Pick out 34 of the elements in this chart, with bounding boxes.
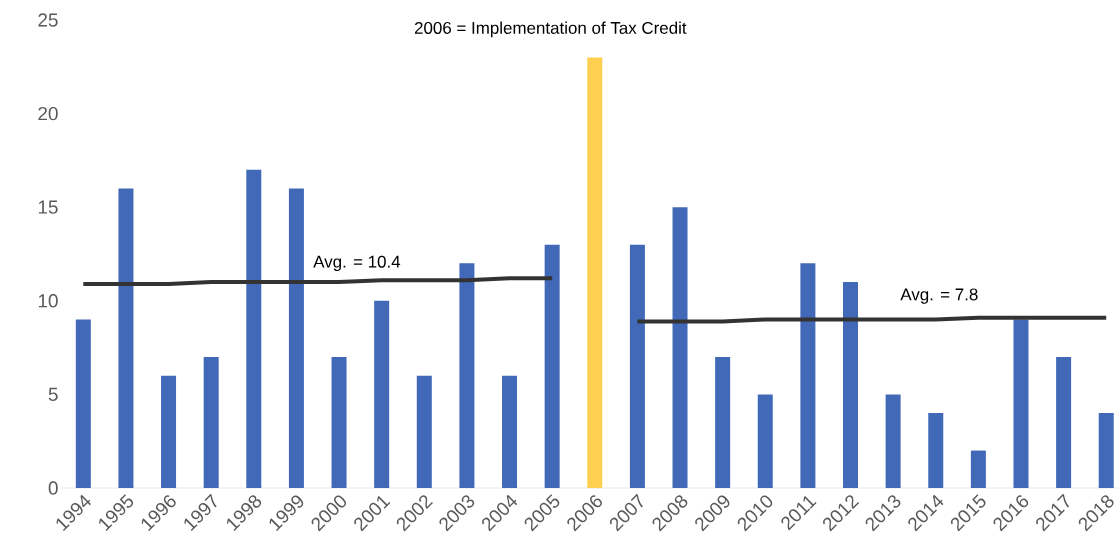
y-tick-label: 15: [38, 200, 58, 214]
annotation: Avg. = 10.4: [313, 255, 401, 272]
bar: [246, 169, 262, 488]
bar: [757, 394, 773, 488]
annotation: Avg. = 7.8: [900, 288, 978, 304]
bar: [374, 300, 390, 488]
bar: [544, 244, 560, 488]
bar: [1013, 319, 1029, 488]
annotation: 2006 = Implementation of Tax Credit: [414, 21, 687, 38]
y-tick-label: 25: [38, 13, 58, 27]
bar: [75, 319, 91, 488]
y-tick-label: 0: [48, 481, 58, 495]
bar: [118, 188, 134, 488]
bar: [161, 375, 177, 488]
bar: [331, 356, 347, 488]
bar: [288, 188, 304, 488]
bar: [800, 263, 816, 488]
bar: [416, 375, 432, 488]
bar: [970, 450, 986, 488]
bar: [843, 282, 858, 488]
bar: [629, 244, 645, 488]
bar: [502, 375, 518, 488]
bar: [715, 356, 731, 488]
y-tick-label: 5: [48, 387, 58, 402]
bar: [203, 356, 219, 488]
bar: [1056, 356, 1072, 488]
bar: [928, 413, 944, 488]
bar: [459, 263, 475, 488]
bar: [885, 394, 901, 488]
y-tick-label: 10: [38, 294, 58, 308]
y-tick-label: 20: [38, 106, 58, 121]
bar: [672, 207, 688, 488]
bar: [1098, 413, 1114, 488]
bar: [587, 57, 603, 488]
